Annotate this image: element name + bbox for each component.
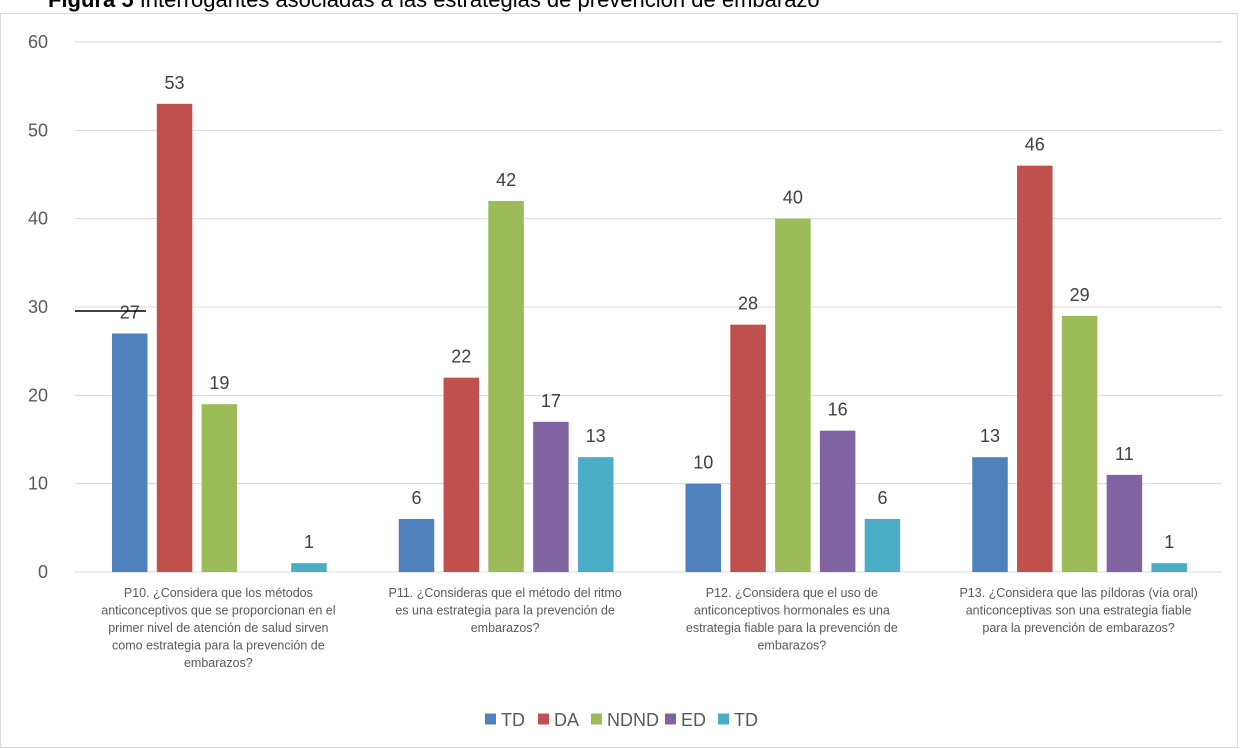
bar: [730, 324, 766, 572]
data-label: 27: [120, 303, 140, 323]
y-axis-ticks: 0 10 20 30 40 50 60: [28, 32, 48, 582]
y-tick-label: 40: [28, 209, 48, 229]
legend-swatch: [718, 713, 729, 725]
bar: [1151, 563, 1187, 572]
category-label-line: embarazos?: [471, 621, 540, 635]
y-tick-label: 50: [28, 120, 48, 140]
data-label: 28: [738, 294, 758, 314]
bar: [398, 519, 435, 572]
legend-label: ED: [681, 710, 706, 730]
figure-caption: Figura 5 Interrogantes asociadas a las e…: [48, 0, 820, 12]
category-label-line: P10. ¿Considera que los métodos: [124, 586, 313, 600]
category-label: P10. ¿Considera que los métodos anticonce…: [101, 586, 335, 670]
category-label-line: P12. ¿Considera que el uso de: [706, 586, 878, 600]
data-label: 1: [1164, 532, 1174, 552]
bar: [488, 201, 524, 572]
data-label: 13: [980, 426, 1000, 446]
data-label: 10: [693, 453, 713, 473]
category-label: P12. ¿Considera que el uso de anticoncept…: [686, 586, 898, 653]
category-label-line: para la prevención de embarazos?: [982, 621, 1175, 635]
category-labels: P10. ¿Considera que los métodos anticonce…: [101, 586, 1198, 670]
legend-swatch: [665, 713, 676, 725]
bar: [533, 421, 569, 572]
legend-swatch: [591, 713, 602, 725]
legend-swatch: [485, 713, 496, 725]
data-label: 1: [304, 532, 314, 552]
category-label-line: anticonceptivos que se proporcionan en e…: [101, 604, 335, 618]
bar: [1106, 474, 1143, 572]
data-label: 16: [828, 400, 848, 420]
bar: [1061, 315, 1098, 572]
category-label: P13. ¿Considera que las píldoras (vía or…: [959, 586, 1197, 635]
bar: [577, 457, 614, 572]
chart-border: [0, 13, 1238, 748]
y-tick-label: 60: [28, 32, 48, 52]
bar: [291, 563, 327, 572]
data-label: 13: [586, 426, 606, 446]
bar: [864, 519, 901, 572]
category-label-line: anticonceptivas son una estrategia fiabl…: [966, 604, 1192, 618]
category-label-line: embarazos?: [184, 656, 253, 670]
bar: [685, 483, 721, 572]
data-label: 22: [451, 347, 471, 367]
legend-label: TD: [501, 710, 525, 730]
legend-label: DA: [554, 710, 579, 730]
y-tick-label: 30: [28, 297, 48, 317]
data-label: 53: [165, 73, 185, 93]
figure-caption-label: Figura 5: [48, 0, 134, 12]
category-label-line: como estrategia para la prevención de: [112, 639, 325, 653]
legend-swatch: [538, 713, 549, 725]
legend: TD DA NDND ED TD: [485, 710, 758, 730]
data-label: 19: [209, 373, 229, 393]
figure-caption-text: Interrogantes asociadas a las estrategia…: [134, 0, 820, 12]
bar: [112, 333, 148, 572]
bar: [972, 457, 1008, 572]
bar: [156, 103, 193, 572]
bar: [819, 430, 856, 572]
legend-label: TD: [734, 710, 758, 730]
data-label: 29: [1070, 285, 1090, 305]
data-label: 40: [783, 188, 803, 208]
category-label-line: embarazos?: [757, 639, 826, 653]
data-label: 6: [411, 488, 421, 508]
category-label-line: es una estrategia para la prevención de: [395, 604, 615, 618]
y-tick-label: 20: [28, 385, 48, 405]
category-label: P11. ¿Consideras que el método del ritmo…: [389, 586, 622, 635]
category-label-line: estrategia fiable para la prevención de: [686, 621, 898, 635]
bars: [112, 103, 1187, 572]
data-label: 11: [1115, 444, 1134, 464]
y-tick-label: 0: [38, 562, 48, 582]
category-label-line: P13. ¿Considera que las píldoras (vía or…: [959, 586, 1197, 600]
legend-label: NDND: [607, 710, 659, 730]
data-label: 6: [877, 488, 887, 508]
data-label: 17: [541, 391, 561, 411]
bar: [201, 404, 238, 572]
y-tick-label: 10: [28, 474, 48, 494]
category-label-line: anticonceptivos hormonales es una: [694, 604, 890, 618]
bar: [1017, 165, 1053, 572]
category-label-line: primer nivel de atención de salud sirven: [108, 621, 328, 635]
bar: [775, 218, 811, 572]
data-label: 42: [496, 170, 516, 190]
category-label-line: P11. ¿Consideras que el método del ritmo: [389, 586, 622, 600]
data-label: 46: [1025, 135, 1045, 155]
bar: [443, 377, 480, 572]
